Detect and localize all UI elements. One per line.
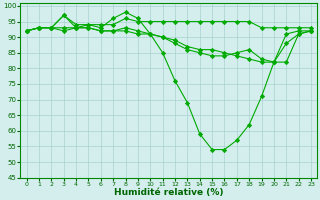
X-axis label: Humidité relative (%): Humidité relative (%) (114, 188, 224, 197)
